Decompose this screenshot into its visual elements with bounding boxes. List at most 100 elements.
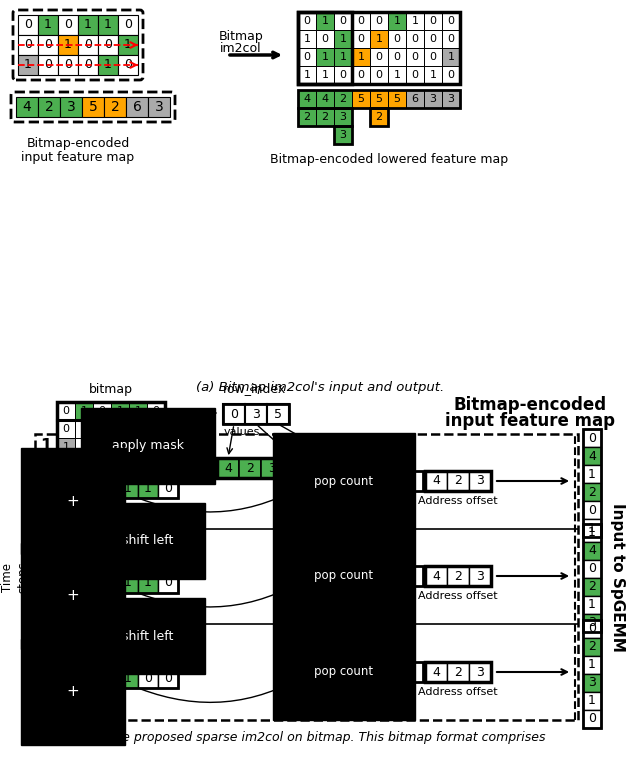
Bar xyxy=(334,66,352,84)
Bar xyxy=(57,402,75,420)
Text: 0: 0 xyxy=(164,577,172,590)
Text: 0: 0 xyxy=(99,494,107,507)
Text: 4: 4 xyxy=(588,450,596,463)
Text: 1: 1 xyxy=(412,16,419,26)
Text: 0: 0 xyxy=(376,16,383,26)
Bar xyxy=(425,662,491,682)
Text: 0: 0 xyxy=(376,70,383,80)
Bar xyxy=(217,458,239,478)
Bar xyxy=(98,668,118,688)
Text: 0: 0 xyxy=(447,16,454,26)
Text: 5: 5 xyxy=(274,407,282,420)
Bar xyxy=(334,48,352,66)
Bar xyxy=(334,30,352,48)
Bar xyxy=(18,55,38,75)
Bar xyxy=(583,465,601,483)
Bar xyxy=(316,90,334,108)
Bar xyxy=(98,478,118,498)
Text: 0: 0 xyxy=(588,504,596,517)
Bar xyxy=(583,429,601,447)
Text: 3: 3 xyxy=(429,94,436,104)
Text: 1: 1 xyxy=(339,34,346,44)
Bar xyxy=(401,662,423,682)
Bar xyxy=(93,420,111,438)
Text: 3: 3 xyxy=(476,474,484,487)
Text: 3: 3 xyxy=(67,100,76,114)
Bar xyxy=(239,458,261,478)
Text: Bitmap-encoded lowered feature map: Bitmap-encoded lowered feature map xyxy=(270,153,508,166)
Text: 0: 0 xyxy=(339,70,346,80)
Text: pop count: pop count xyxy=(314,665,374,678)
Bar xyxy=(583,501,601,519)
Text: 1: 1 xyxy=(588,695,596,708)
Text: input feature map: input feature map xyxy=(21,150,134,163)
Bar xyxy=(129,402,147,420)
Text: 3: 3 xyxy=(339,130,346,140)
Text: 1: 1 xyxy=(358,52,365,62)
Bar xyxy=(442,66,460,84)
Text: 2: 2 xyxy=(588,641,596,654)
Bar xyxy=(388,48,406,66)
Text: 4: 4 xyxy=(224,461,232,474)
Text: 5: 5 xyxy=(394,94,401,104)
Text: apply mask: apply mask xyxy=(112,440,184,453)
Bar xyxy=(583,710,601,728)
Bar xyxy=(425,566,491,586)
Text: 0: 0 xyxy=(24,18,32,32)
Text: 2: 2 xyxy=(376,112,383,122)
Bar xyxy=(401,566,423,586)
Text: 1: 1 xyxy=(321,70,328,80)
Bar xyxy=(406,66,424,84)
Bar xyxy=(158,478,178,498)
Bar xyxy=(447,566,469,586)
Text: 0: 0 xyxy=(164,671,172,685)
Bar xyxy=(298,108,316,126)
Bar xyxy=(148,97,170,117)
Text: Time
steps: Time steps xyxy=(1,561,29,593)
Bar xyxy=(75,438,93,456)
Text: 0: 0 xyxy=(63,406,70,416)
Text: 1: 1 xyxy=(152,424,159,434)
Text: 2: 2 xyxy=(454,570,462,582)
Text: 0: 0 xyxy=(412,34,419,44)
Bar xyxy=(583,519,601,537)
Text: 1: 1 xyxy=(339,52,346,62)
Bar xyxy=(388,30,406,48)
Text: 3: 3 xyxy=(252,407,260,420)
Text: 1: 1 xyxy=(447,52,454,62)
Bar xyxy=(425,662,447,682)
Text: 0: 0 xyxy=(84,38,92,52)
Text: 0: 0 xyxy=(339,16,346,26)
Bar xyxy=(38,35,58,55)
Text: 0: 0 xyxy=(321,34,328,44)
Bar xyxy=(78,55,98,75)
Bar xyxy=(147,402,165,420)
Text: 1: 1 xyxy=(321,52,328,62)
Text: 0: 0 xyxy=(394,34,401,44)
Bar xyxy=(316,48,334,66)
Text: shift left: shift left xyxy=(122,534,173,547)
Text: 0: 0 xyxy=(358,16,365,26)
Bar xyxy=(92,682,114,702)
Bar xyxy=(352,30,370,48)
Text: 1: 1 xyxy=(116,406,124,416)
Text: 0: 0 xyxy=(64,18,72,32)
Text: 0: 0 xyxy=(376,52,383,62)
Bar xyxy=(147,420,165,438)
Bar xyxy=(118,573,138,593)
Bar xyxy=(583,524,601,632)
Text: 1: 1 xyxy=(84,577,92,590)
Bar xyxy=(60,97,82,117)
Bar xyxy=(406,48,424,66)
Bar xyxy=(583,620,601,728)
Bar xyxy=(334,12,352,30)
Text: 1: 1 xyxy=(376,34,383,44)
Text: 0: 0 xyxy=(152,442,159,452)
Text: 2: 2 xyxy=(588,581,596,594)
Bar xyxy=(223,404,245,424)
Bar xyxy=(75,420,93,438)
Text: 2: 2 xyxy=(408,474,416,487)
Bar xyxy=(98,15,118,35)
Bar xyxy=(424,30,442,48)
Bar xyxy=(78,478,98,498)
